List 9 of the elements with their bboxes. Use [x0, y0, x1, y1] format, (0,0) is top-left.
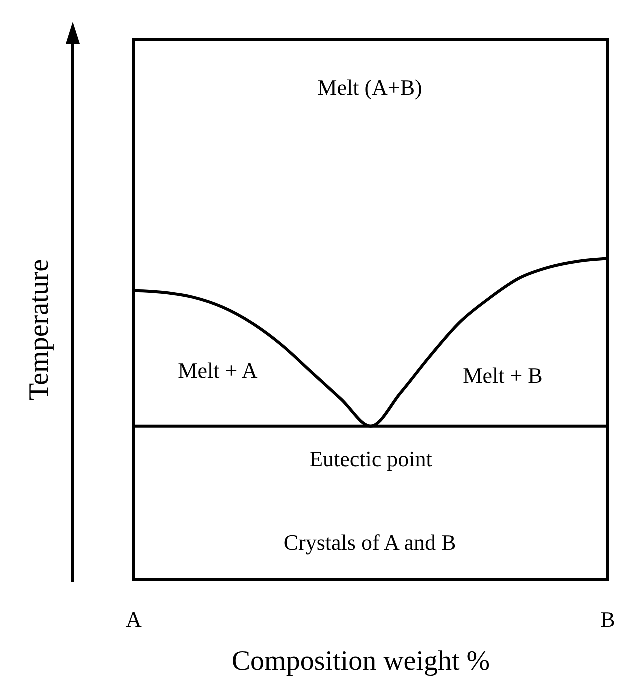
- annotation: Melt + A: [178, 358, 258, 383]
- x-tick-label: B: [600, 607, 616, 632]
- annotation: Melt + B: [463, 363, 543, 388]
- ref-line-label: Eutectic point: [310, 446, 432, 472]
- y-axis-title: Temperature: [24, 259, 55, 401]
- text: Melt (A+B): [318, 75, 422, 100]
- x-tick-label: A: [126, 607, 142, 632]
- annotation: Crystals of A and B: [284, 530, 456, 555]
- x-axis-title: Composition weight %: [232, 646, 490, 677]
